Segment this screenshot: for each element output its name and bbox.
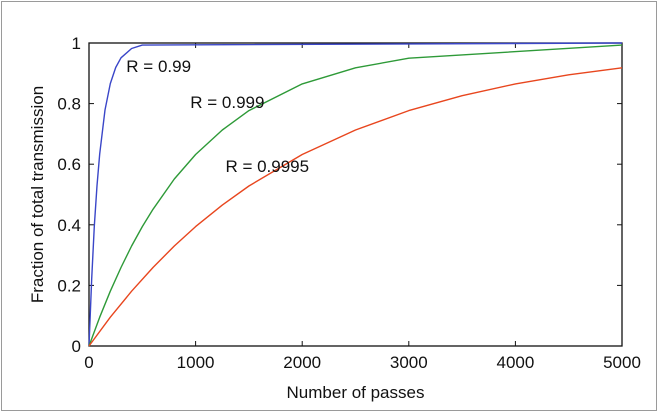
y-tick-label: 1 <box>72 34 81 53</box>
series-line-2 <box>88 44 623 347</box>
y-tick-label: 0.8 <box>57 95 81 114</box>
series-line-3 <box>88 67 623 347</box>
x-axis-label: Number of passes <box>287 383 425 402</box>
curve-label-3: R = 0.9995 <box>225 157 309 176</box>
y-tick-label: 0 <box>72 337 81 356</box>
curve-label-1: R = 0.99 <box>126 57 191 76</box>
plot-area-border <box>88 42 623 347</box>
x-tick-label: 4000 <box>496 353 534 372</box>
y-axis-label: Fraction of total transmission <box>28 86 47 303</box>
x-tick-label: 1000 <box>177 353 215 372</box>
y-tick-label: 0.6 <box>57 155 81 174</box>
x-tick-label: 3000 <box>390 353 428 372</box>
x-tick-label: 0 <box>84 353 93 372</box>
x-tick-label: 5000 <box>603 353 641 372</box>
x-tick-label: 2000 <box>283 353 321 372</box>
y-tick-label: 0.2 <box>57 276 81 295</box>
curve-label-2: R = 0.999 <box>190 93 264 112</box>
series-line-1 <box>88 42 623 347</box>
y-tick-label: 0.4 <box>57 216 81 235</box>
